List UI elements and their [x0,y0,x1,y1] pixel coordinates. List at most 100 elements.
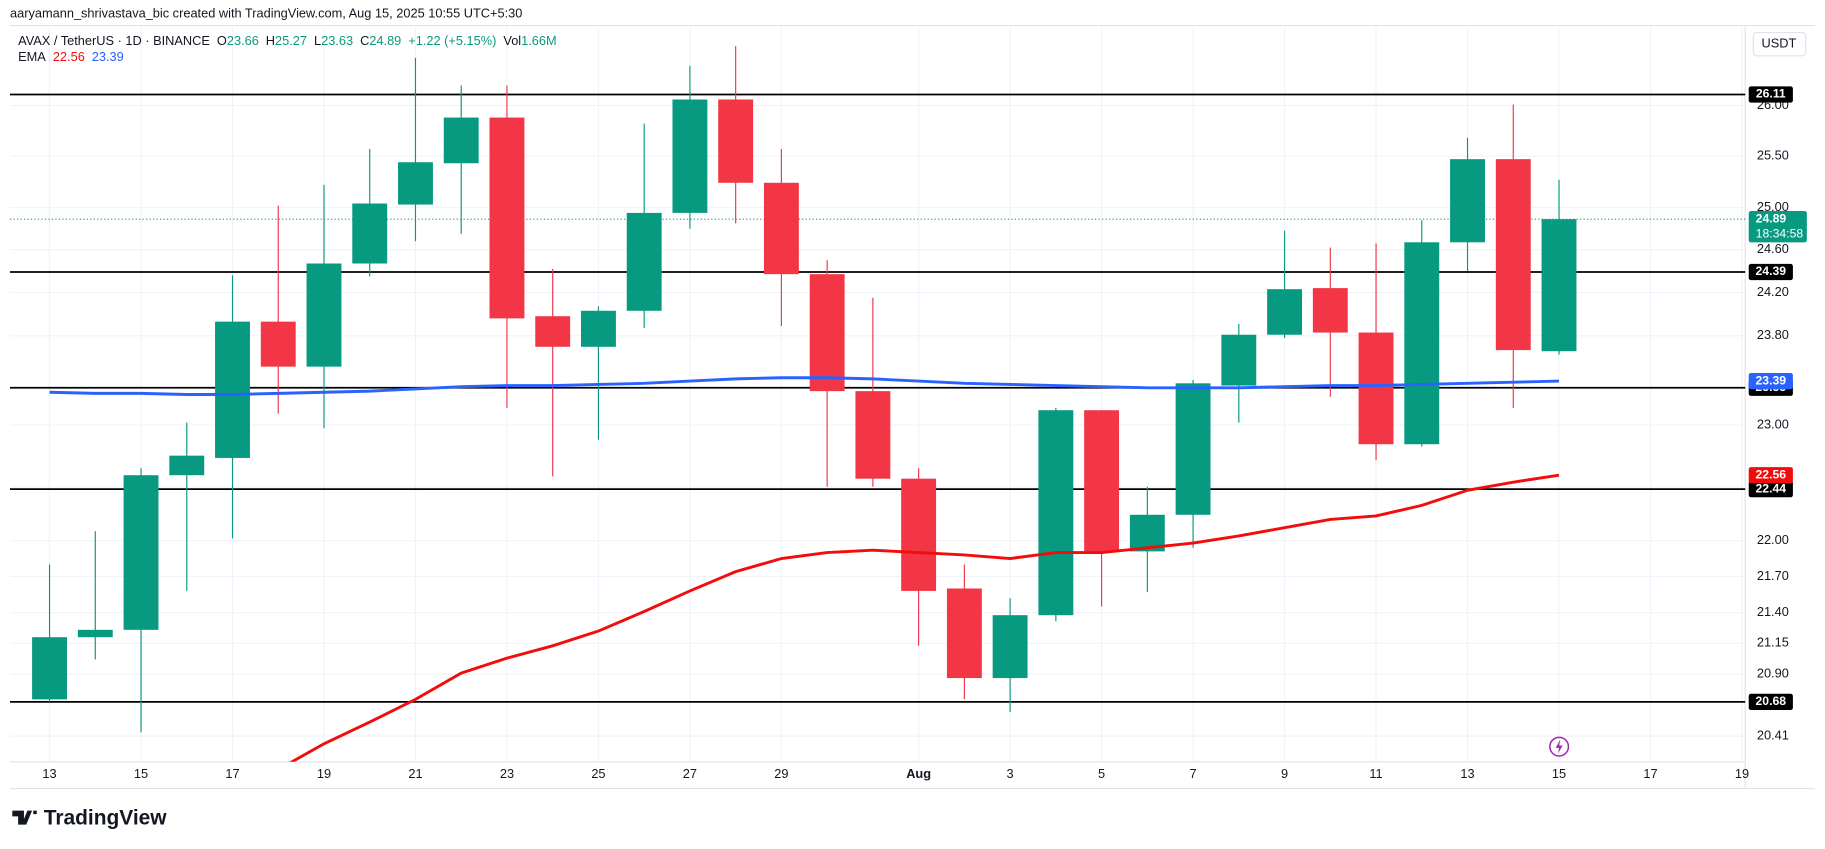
candle-body [672,99,708,213]
candle-body [763,182,799,275]
y-tick-label: 24.20 [1757,284,1789,299]
y-tick-label: 25.00 [1757,199,1789,214]
candle-body [626,212,662,311]
volume: 1.66M [521,33,557,48]
candle-body [1358,332,1394,445]
candle-body [992,615,1028,679]
ema-label: 22.56 [1756,467,1787,481]
axes: 20.4120.9021.1521.4021.7022.0022.4623.00… [42,86,1807,781]
plot [10,46,1746,762]
candle-body [901,478,937,591]
levels [10,93,1746,703]
x-tick-label: 17 [1643,766,1657,781]
ema-line [49,376,1560,396]
ohlc-label: O [217,33,227,48]
x-tick-label: 13 [42,766,56,781]
ohlc-label: H [266,33,275,48]
y-tick-label: 20.90 [1757,666,1789,681]
y-tick-label: 23.80 [1757,327,1789,342]
y-tick-label: 25.50 [1757,147,1789,162]
candle-body [1450,159,1485,243]
candle-body [215,321,250,458]
candle-body [718,99,754,183]
countdown: 18:34:58 [1756,227,1804,241]
candle-body [1084,410,1120,552]
y-tick-label: 21.70 [1757,568,1789,583]
level-label-box [1748,263,1793,281]
x-tick-label: 15 [134,766,148,781]
ema-line [289,473,1560,762]
candle-body [123,475,159,630]
x-tick-label: 27 [683,766,697,781]
candle-body [260,321,296,367]
candle-body [77,629,113,638]
logo-mark [12,810,37,825]
volume-label: Vol [503,33,521,48]
candle-body [535,316,571,347]
y-tick-label: 22.00 [1757,532,1789,547]
x-tick-label: 25 [591,766,605,781]
ohlc-value: 23.66 [227,33,259,48]
x-tick-label: 19 [317,766,331,781]
y-tick-label: 23.00 [1757,416,1789,431]
change: +1.22 (+5.15%) [408,33,496,48]
x-tick-label: 21 [408,766,422,781]
candle-body [1221,334,1257,386]
candle-body [946,588,982,679]
y-tick-label: 21.40 [1757,604,1789,619]
candle-body [306,263,342,367]
ema-value: 23.39 [92,50,124,65]
event-icon[interactable] [1549,736,1570,757]
x-tick-label: 17 [225,766,239,781]
currency-box[interactable] [1752,31,1807,57]
candle-body [1038,410,1074,616]
candle-body [1175,383,1211,515]
x-tick-label: 11 [1369,766,1382,781]
candle-body [489,117,525,319]
ohlc-label: C [360,33,369,48]
level-label: 26.11 [1756,87,1786,101]
x-tick-label: 9 [1281,766,1288,781]
last-price-box [1748,211,1807,243]
level-label-box [1748,693,1793,711]
level-label: 22.44 [1756,481,1787,495]
candle-body [580,310,616,347]
candle-body [1404,242,1440,445]
header: aaryamann_shrivastava_bic created with T… [10,5,522,20]
legend-line: AVAX / TetherUS · 1D · BINANCE O23.66 H25.… [18,33,557,48]
ohlc-value: 23.63 [321,33,353,48]
event-bolt [1555,739,1563,754]
candle-body [855,391,891,479]
indicator: EMA [18,50,46,65]
x-tick-label: 5 [1098,766,1105,781]
ohlc-value: 24.89 [369,33,401,48]
symbol: AVAX / TetherUS · 1D · BINANCE [18,33,210,48]
x-tick-label: 13 [1460,766,1474,781]
level-label-box [1748,86,1793,103]
x-tick-label: 29 [774,766,788,781]
legend-line: EMA 22.56 23.39 [18,50,124,65]
candle-body [809,274,845,392]
level-label: 20.68 [1756,694,1787,708]
level-label-box [1748,480,1793,498]
candle-body [32,637,67,700]
y-tick-label: 21.15 [1757,635,1789,650]
candle-body [398,162,433,205]
x-tick-label: 23 [500,766,514,781]
x-tick-label: 3 [1007,766,1014,781]
ema-label: 23.39 [1756,373,1787,387]
ema-value: 22.56 [53,50,85,65]
candle-body [1312,288,1348,333]
y-tick-label: 20.41 [1757,727,1789,742]
brand: TradingView [44,806,168,829]
logo: TradingView [12,806,167,829]
last-price-label: 24.89 [1756,211,1787,225]
currency: USDT [1762,36,1797,51]
ohlc-label: L [314,33,321,48]
candle-body [443,117,479,164]
ohlc-value: 25.27 [275,33,307,48]
x-tick-label: Aug [906,766,931,781]
candle-body [1267,289,1303,335]
ema-label-box [1748,467,1793,484]
